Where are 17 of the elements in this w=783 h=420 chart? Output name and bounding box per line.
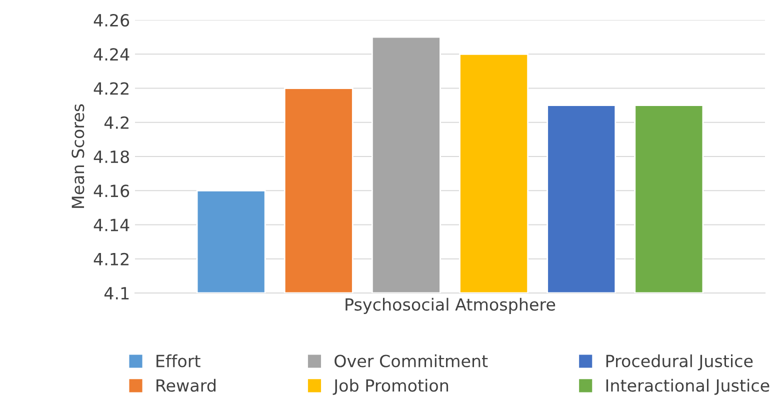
x-tick-label: Psychosocial Atmosphere	[346, 298, 556, 314]
y-tick-label: 4.18	[94, 150, 129, 164]
y-tick-label: 4.26	[94, 14, 130, 27]
y-tick-label: 4.2	[104, 116, 128, 129]
legend-label: Over Commitment	[334, 354, 488, 368]
y-tick-label: 4.12	[94, 252, 128, 266]
y-axis-title: Mean Scores	[72, 104, 84, 208]
legend-label: Procedural Justice	[606, 354, 753, 370]
legend-label: Interactional Justice	[606, 378, 770, 395]
y-tick-label: 4.24	[94, 48, 130, 60]
y-tick-label: 4.14	[94, 218, 130, 232]
y-tick-label: 4.22	[94, 82, 128, 95]
legend-label: Reward	[156, 378, 216, 392]
y-tick-label: 4.16	[94, 184, 130, 198]
legend-label: Job Promotion	[332, 378, 448, 395]
y-tick-label: 4.1	[104, 287, 129, 300]
legend-label: Effort	[156, 354, 200, 368]
